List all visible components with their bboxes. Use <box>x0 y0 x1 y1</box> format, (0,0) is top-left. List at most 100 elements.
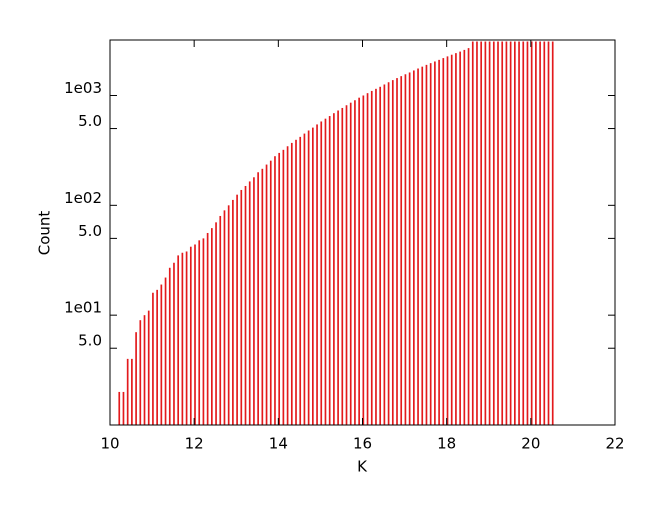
bar <box>349 102 352 425</box>
bar <box>257 172 259 425</box>
bar <box>354 100 356 425</box>
bar <box>530 41 533 425</box>
bar <box>227 205 230 425</box>
bar <box>358 97 360 426</box>
bar <box>455 53 457 425</box>
bar <box>248 181 251 425</box>
bar <box>396 78 398 425</box>
bar <box>215 222 217 425</box>
bar <box>164 277 167 425</box>
bar <box>438 59 440 425</box>
y-tick-label: 1e03 <box>64 79 102 97</box>
x-tick-label: 16 <box>353 435 372 453</box>
bar <box>299 136 302 425</box>
bar <box>413 70 415 425</box>
bar <box>526 41 529 425</box>
bar <box>181 252 184 425</box>
bar <box>143 315 146 425</box>
bar <box>307 130 310 425</box>
bar <box>509 41 512 425</box>
bar <box>282 149 285 425</box>
bar <box>421 66 424 425</box>
x-tick-label: 10 <box>100 435 119 453</box>
bar <box>400 76 403 425</box>
bar <box>328 116 331 425</box>
bar <box>244 185 247 425</box>
bar <box>295 139 297 425</box>
x-axis-label: K <box>357 458 368 476</box>
bar <box>219 215 222 425</box>
bar <box>375 88 377 425</box>
bar <box>265 164 268 426</box>
bar <box>337 110 339 425</box>
bar <box>434 61 436 425</box>
bar <box>236 194 238 425</box>
bar <box>147 310 150 425</box>
bar <box>383 84 386 425</box>
bar <box>467 48 470 426</box>
bar <box>459 51 461 426</box>
bar <box>501 41 504 425</box>
y-tick-label: 5.0 <box>78 222 102 240</box>
bar <box>261 168 264 426</box>
bar <box>535 41 537 425</box>
bar <box>131 358 133 425</box>
bar <box>160 284 163 425</box>
bar <box>497 41 499 425</box>
y-tick-label: 5.0 <box>78 332 102 350</box>
bar <box>442 58 445 425</box>
y-axis-label: Count <box>36 211 54 256</box>
y-tick-label: 1e02 <box>64 189 102 207</box>
bar <box>312 127 314 426</box>
x-tick-label: 14 <box>269 435 288 453</box>
bar <box>387 82 390 425</box>
bar <box>135 332 137 425</box>
bar <box>185 251 188 425</box>
x-tick-label: 12 <box>185 435 204 453</box>
bar <box>446 56 449 426</box>
bar <box>450 54 453 426</box>
bar <box>177 255 180 425</box>
bar <box>341 107 344 426</box>
bar <box>118 391 121 425</box>
bar <box>547 41 550 425</box>
bar <box>194 244 196 425</box>
bar <box>189 246 192 425</box>
bar <box>156 289 158 425</box>
bar <box>370 90 373 425</box>
bar <box>269 160 272 425</box>
bar <box>173 262 175 425</box>
x-tick-label: 22 <box>605 435 624 453</box>
y-tick-label: 1e01 <box>64 299 102 317</box>
bar <box>211 228 213 425</box>
bar <box>168 267 171 425</box>
bar <box>240 189 243 425</box>
bar <box>379 86 382 425</box>
bar <box>278 152 281 426</box>
bar <box>286 146 289 425</box>
bar <box>518 41 520 425</box>
bar <box>152 292 154 425</box>
bar <box>122 391 125 425</box>
bar <box>324 118 327 425</box>
bar <box>202 238 205 425</box>
bar <box>551 41 554 425</box>
bar <box>316 124 318 426</box>
bar <box>391 80 394 426</box>
bar <box>345 105 348 425</box>
bar <box>514 41 516 425</box>
bar <box>366 93 369 425</box>
bar <box>362 95 365 425</box>
bar <box>425 64 428 426</box>
bar <box>505 41 508 425</box>
bar <box>463 49 466 426</box>
bar <box>408 72 411 425</box>
bar <box>206 232 209 425</box>
x-tick-label: 18 <box>437 435 456 453</box>
bar <box>232 199 234 425</box>
bar <box>223 210 226 425</box>
bar <box>320 121 323 425</box>
bar <box>543 41 546 425</box>
bar <box>522 41 525 425</box>
bar <box>198 240 201 425</box>
